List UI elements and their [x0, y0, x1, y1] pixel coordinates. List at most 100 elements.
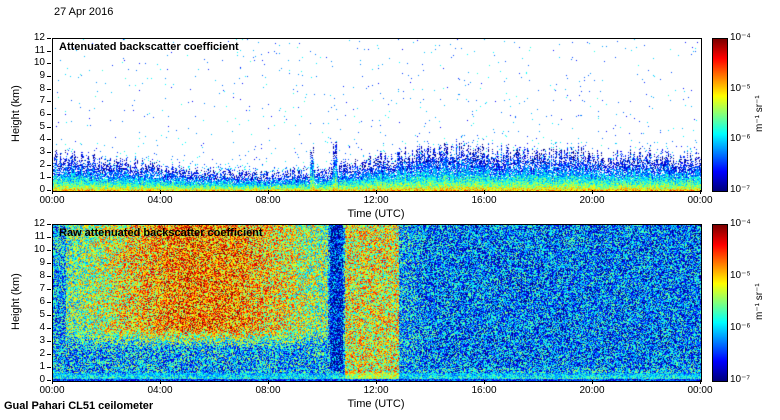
x-tick-mark — [484, 190, 485, 194]
y-tick-label: 6 — [39, 296, 45, 307]
y-tick-mark — [47, 139, 51, 141]
attenuated-title: Attenuated backscatter coefficient — [59, 41, 239, 53]
colorbar-unit-label: m⁻¹ sr⁻¹ — [754, 283, 765, 321]
x-tick-mark — [160, 190, 161, 194]
y-tick-label: 4 — [39, 322, 45, 333]
y-tick-label: 5 — [39, 309, 45, 320]
y-tick-mark — [47, 276, 51, 277]
y-tick-mark — [47, 152, 51, 153]
attenuated-heatmap — [53, 39, 701, 191]
x-tick-mark — [160, 380, 161, 384]
x-tick-mark — [268, 190, 269, 194]
y-tick-mark — [47, 63, 51, 65]
y-tick-mark — [47, 289, 51, 290]
colorbar-tick-label: 10⁻⁶ — [730, 133, 751, 145]
y-tick-mark — [47, 354, 51, 355]
colorbar-tick-label: 10⁻⁷ — [730, 184, 751, 195]
y-tick-label: 1 — [39, 171, 45, 183]
colorbar-tick-label: 10⁻⁷ — [730, 374, 751, 385]
y-tick-label: 3 — [39, 335, 45, 346]
raw-heatmap — [53, 225, 701, 381]
x-tick-label: 16:00 — [471, 195, 497, 206]
x-tick-label: 00:00 — [39, 385, 65, 396]
x-tick-mark — [52, 190, 53, 194]
y-tick-mark — [47, 302, 51, 303]
x-tick-label: 12:00 — [363, 195, 389, 206]
x-tick-label: 20:00 — [579, 385, 605, 396]
x-tick-mark — [592, 380, 593, 384]
colorbar-top-gradient — [713, 39, 727, 191]
x-tick-mark — [484, 380, 485, 384]
y-tick-label: 10 — [33, 57, 45, 69]
x-tick-label: 16:00 — [471, 385, 497, 396]
y-axis-label: Height (km) — [10, 85, 22, 143]
y-tick-label: 3 — [39, 146, 45, 157]
x-axis-label: Time (UTC) — [347, 398, 405, 410]
y-tick-label: 0 — [39, 184, 45, 195]
colorbar-tick-label: 10⁻⁴ — [730, 32, 751, 43]
y-axis-label: Height (km) — [10, 273, 22, 331]
colorbar-unit-label: m⁻¹ sr⁻¹ — [754, 95, 765, 133]
y-tick-mark — [47, 237, 51, 238]
colorbar-top — [712, 38, 728, 192]
y-tick-mark — [47, 367, 51, 368]
y-tick-mark — [47, 101, 51, 103]
y-tick-label: 9 — [39, 70, 45, 81]
date-label: 27 Apr 2016 — [54, 6, 114, 18]
colorbar-tick-label: 10⁻⁵ — [730, 82, 751, 94]
y-tick-label: 11 — [34, 231, 45, 242]
y-tick-mark — [47, 328, 51, 329]
x-tick-mark — [700, 190, 701, 194]
y-tick-label: 1 — [39, 361, 45, 372]
x-tick-mark — [700, 380, 701, 384]
y-tick-mark — [47, 114, 51, 115]
x-tick-mark — [52, 380, 53, 384]
x-tick-mark — [376, 190, 377, 194]
y-tick-mark — [47, 250, 51, 251]
y-tick-mark — [47, 341, 51, 342]
colorbar-tick-label: 10⁻⁵ — [730, 270, 751, 281]
x-tick-label: 12:00 — [363, 385, 389, 396]
y-tick-label: 8 — [39, 82, 45, 94]
y-tick-label: 2 — [39, 348, 45, 359]
y-tick-mark — [47, 88, 51, 90]
colorbar-tick-label: 10⁻⁴ — [730, 218, 751, 229]
y-tick-label: 4 — [39, 133, 45, 145]
y-tick-label: 11 — [34, 44, 45, 56]
x-tick-mark — [592, 190, 593, 194]
colorbar-bottom-gradient — [713, 225, 727, 381]
raw-panel: Raw attenuated backscatter coefficient — [52, 224, 702, 382]
raw-title: Raw attenuated backscatter coefficient — [59, 227, 263, 239]
y-tick-label: 12 — [33, 32, 45, 43]
y-tick-label: 10 — [33, 244, 45, 255]
y-tick-label: 9 — [39, 257, 45, 268]
y-tick-label: 7 — [39, 95, 45, 107]
x-tick-label: 08:00 — [255, 195, 281, 206]
x-tick-label: 00:00 — [39, 195, 65, 206]
y-tick-mark — [47, 50, 51, 52]
y-tick-mark — [47, 126, 51, 128]
station-label: Gual Pahari CL51 ceilometer — [4, 400, 154, 412]
y-tick-label: 0 — [39, 374, 45, 385]
y-tick-label: 2 — [39, 158, 45, 170]
y-tick-mark — [47, 380, 51, 381]
x-tick-label: 04:00 — [147, 385, 173, 396]
y-tick-mark — [47, 38, 51, 39]
y-tick-mark — [47, 76, 51, 77]
colorbar-tick-label: 10⁻⁶ — [730, 322, 751, 333]
x-tick-mark — [376, 380, 377, 384]
y-tick-label: 5 — [39, 120, 45, 132]
attenuated-panel: Attenuated backscatter coefficient — [52, 38, 702, 192]
x-tick-mark — [268, 380, 269, 384]
x-tick-label: 20:00 — [579, 195, 605, 206]
y-tick-label: 6 — [39, 108, 45, 119]
y-tick-mark — [47, 177, 51, 179]
x-tick-label: 00:00 — [687, 195, 713, 206]
y-tick-label: 12 — [33, 218, 45, 229]
y-tick-mark — [47, 263, 51, 264]
colorbar-bottom — [712, 224, 728, 382]
x-tick-label: 04:00 — [147, 195, 173, 206]
x-tick-label: 00:00 — [687, 385, 713, 396]
y-tick-mark — [47, 190, 51, 191]
